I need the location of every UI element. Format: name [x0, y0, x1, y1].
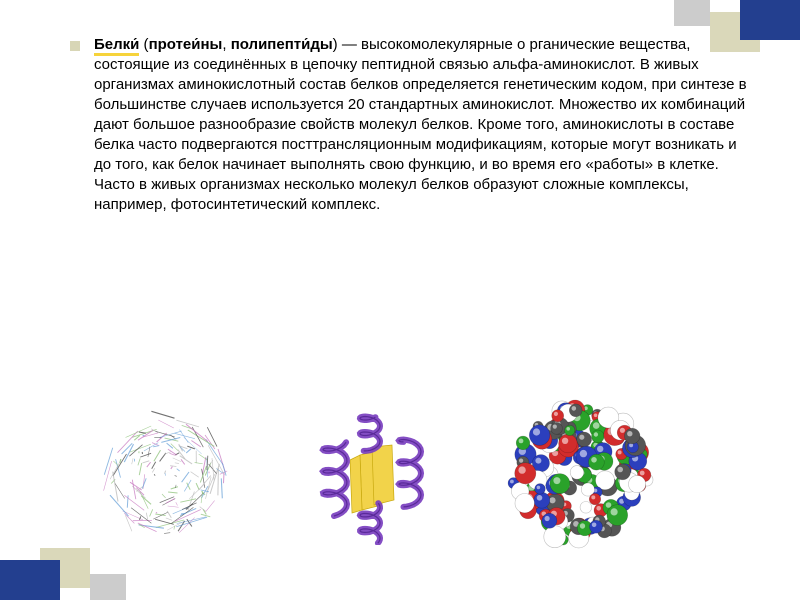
slide-content: Белки́ (протеи́ны, полипепти́ды) — высок… — [70, 35, 755, 214]
term-highlight: Белки́ — [94, 36, 139, 56]
figure-wireframe — [90, 400, 240, 550]
figure-row — [90, 395, 660, 555]
synonym-2: полипепти́ды — [231, 36, 333, 53]
bullet-icon — [70, 41, 80, 51]
definition-body: высокомолекулярные о рганические веществ… — [94, 36, 747, 213]
figure-surface — [500, 395, 660, 555]
definition-paragraph: Белки́ (протеи́ны, полипепти́ды) — высок… — [94, 35, 755, 214]
figure-ribbon — [300, 405, 440, 545]
synonym-1: протеи́ны — [149, 36, 223, 53]
